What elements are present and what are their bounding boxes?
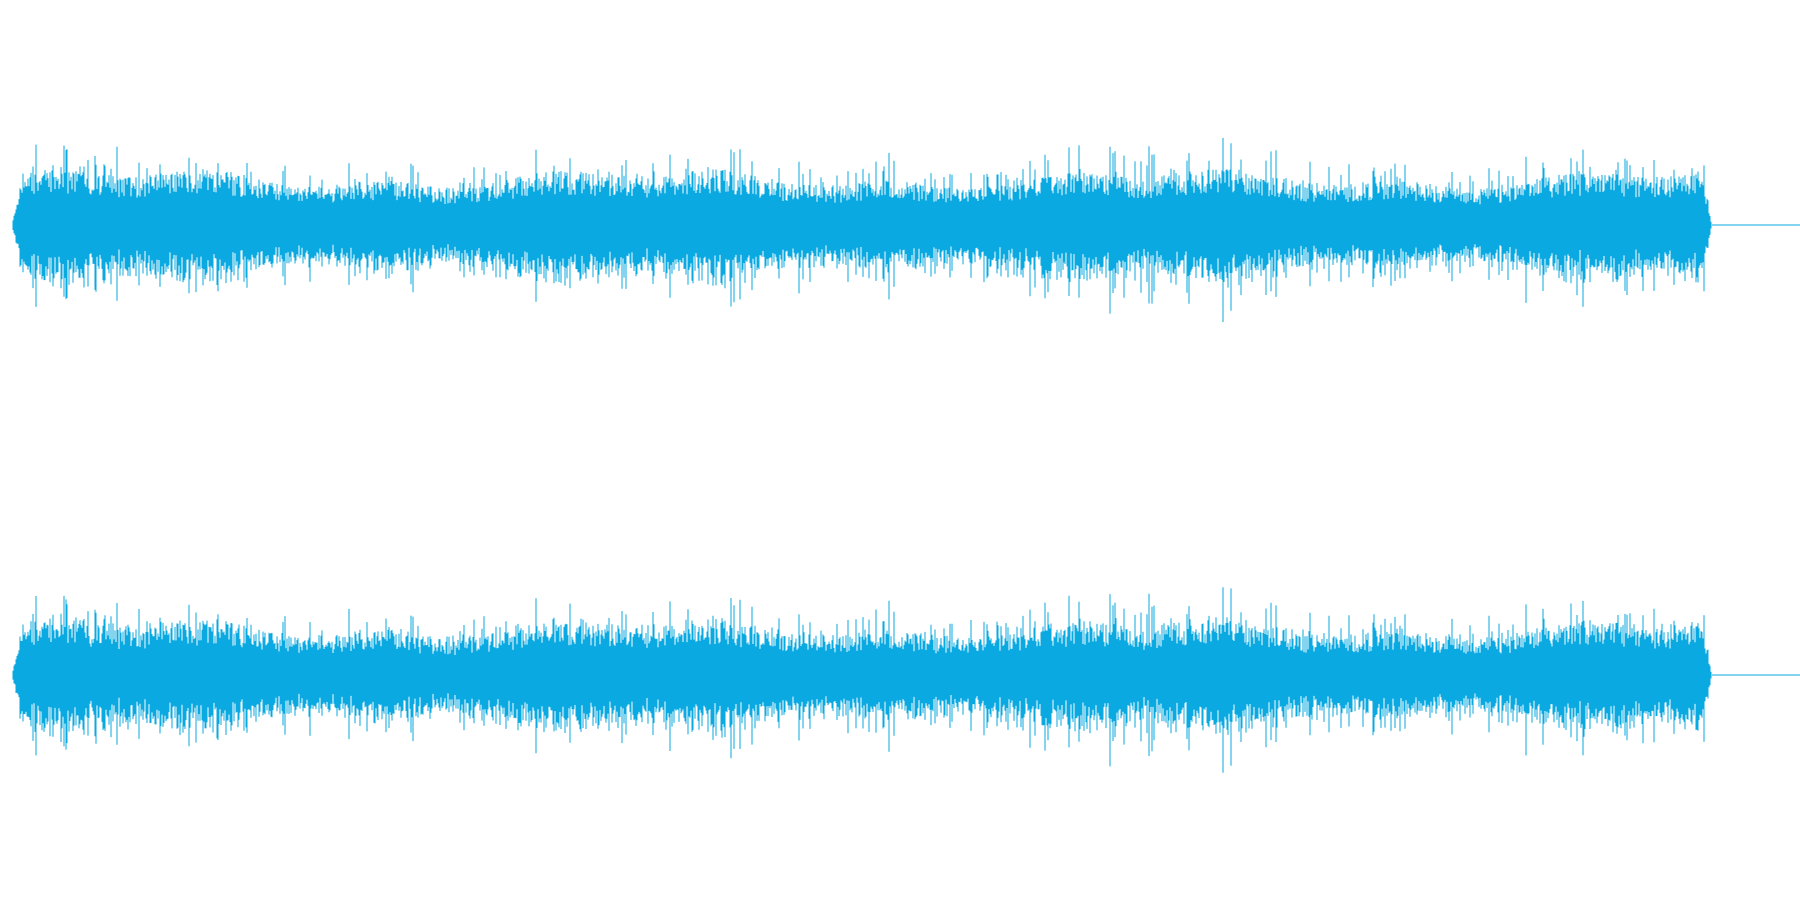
waveform-peaks [12,137,1712,323]
channel-left-waveform [12,137,1800,323]
waveform-peaks [12,587,1712,773]
channel-right-waveform [12,587,1800,773]
